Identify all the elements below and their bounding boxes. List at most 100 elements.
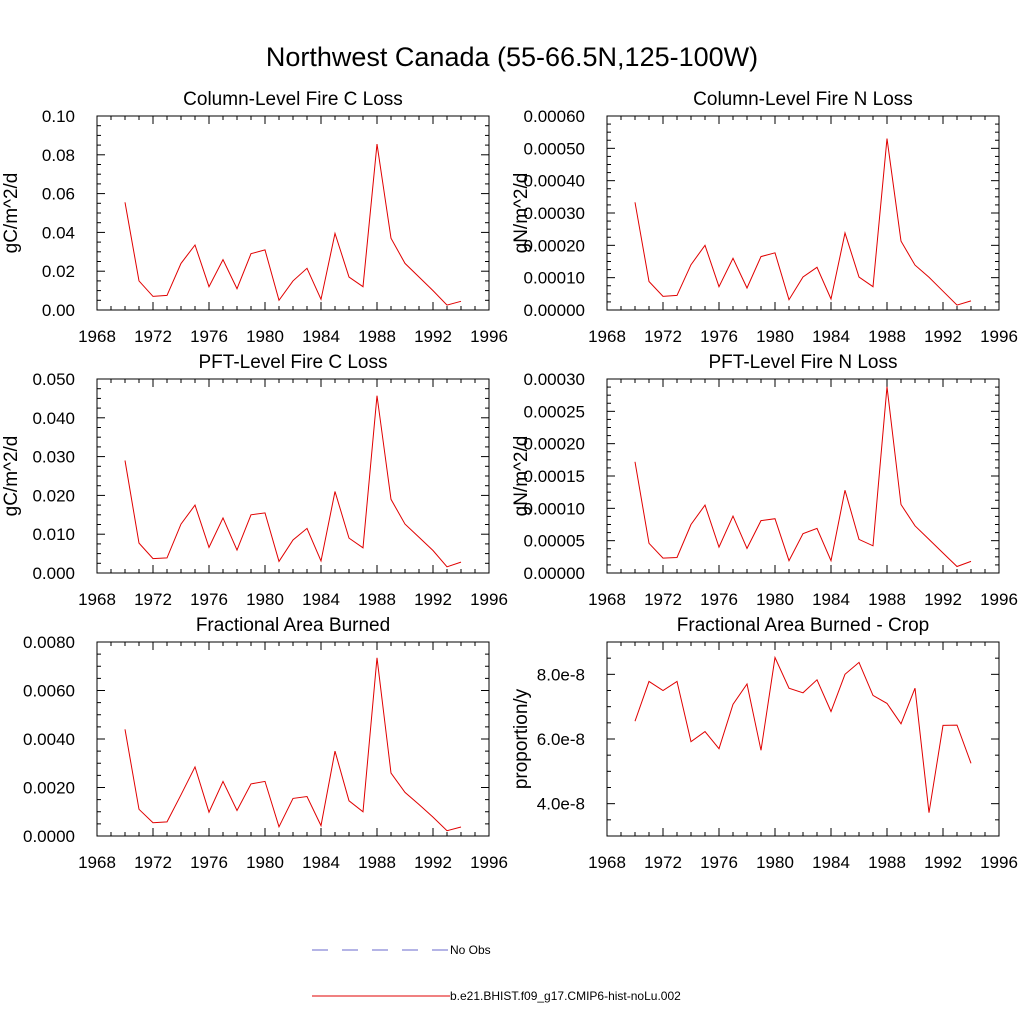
y-tick-label: 6.0e-8 xyxy=(537,730,585,749)
y-tick-label: 0.00 xyxy=(42,301,75,320)
x-tick-label: 1980 xyxy=(756,327,794,346)
y-tick-label: 0.00025 xyxy=(524,402,585,421)
x-tick-label: 1980 xyxy=(246,590,284,609)
x-tick-label: 1980 xyxy=(246,327,284,346)
series-line xyxy=(124,144,462,306)
y-tick-label: 0.00005 xyxy=(524,532,585,551)
y-tick-label: 0.04 xyxy=(42,223,75,242)
x-tick-label: 1976 xyxy=(190,327,228,346)
y-tick-label: 0.050 xyxy=(32,370,75,389)
y-axis-label: gN/m^2/d xyxy=(511,173,532,254)
y-tick-label: 0.02 xyxy=(42,262,75,281)
series-line xyxy=(634,655,972,813)
y-axis-label: proportion/y xyxy=(511,688,532,789)
x-tick-label: 1988 xyxy=(358,590,396,609)
y-tick-label: 0.00040 xyxy=(524,172,585,191)
x-tick-label: 1996 xyxy=(470,853,508,872)
y-tick-label: 0.00010 xyxy=(524,269,585,288)
plot-frame xyxy=(606,378,1000,574)
x-tick-label: 1992 xyxy=(924,590,962,609)
panel-title: Fractional Area Burned xyxy=(196,615,390,636)
panel-title: PFT-Level Fire C Loss xyxy=(199,352,388,373)
x-tick-label: 1988 xyxy=(358,853,396,872)
x-tick-label: 1984 xyxy=(302,327,340,346)
x-tick-label: 1984 xyxy=(812,327,850,346)
series-line xyxy=(124,395,462,568)
x-tick-label: 1992 xyxy=(924,853,962,872)
panel-title: Column-Level Fire C Loss xyxy=(183,89,403,110)
x-tick-label: 1976 xyxy=(700,327,738,346)
x-tick-label: 1996 xyxy=(470,590,508,609)
y-tick-label: 0.0080 xyxy=(23,633,75,652)
x-tick-label: 1996 xyxy=(980,327,1018,346)
y-axis-label: gC/m^2/d xyxy=(1,173,22,254)
x-tick-label: 1968 xyxy=(588,853,626,872)
x-tick-label: 1972 xyxy=(644,590,682,609)
series-line xyxy=(634,386,972,568)
chart-panel-column-fire-c-loss: Column-Level Fire C Loss 1968 1972 1976 1980… xyxy=(1,89,508,346)
plot-frame xyxy=(96,641,490,837)
y-tick-label: 0.00010 xyxy=(524,499,585,518)
x-tick-label: 1976 xyxy=(190,590,228,609)
y-tick-label: 0.00000 xyxy=(524,564,585,583)
x-tick-label: 1996 xyxy=(470,327,508,346)
x-tick-label: 1972 xyxy=(134,327,172,346)
x-tick-label: 1988 xyxy=(358,327,396,346)
series-line xyxy=(124,657,462,832)
panel-title: PFT-Level Fire N Loss xyxy=(709,352,898,373)
y-axis-label: gC/m^2/d xyxy=(1,436,22,517)
y-tick-label: 0.08 xyxy=(42,146,75,165)
x-tick-label: 1972 xyxy=(134,853,172,872)
y-tick-label: 0.000 xyxy=(32,564,75,583)
x-tick-label: 1968 xyxy=(588,590,626,609)
y-tick-label: 0.00000 xyxy=(524,301,585,320)
legend-label-no-obs: No Obs xyxy=(450,943,491,957)
y-tick-label: 0.00020 xyxy=(524,236,585,255)
y-tick-label: 4.0e-8 xyxy=(537,795,585,814)
y-tick-label: 0.040 xyxy=(32,409,75,428)
x-tick-label: 1980 xyxy=(756,853,794,872)
y-tick-label: 0.0040 xyxy=(23,730,75,749)
x-tick-label: 1972 xyxy=(644,327,682,346)
x-tick-label: 1968 xyxy=(78,327,116,346)
chart-panel-pft-fire-n-loss: PFT-Level Fire N Loss 1968 1972 1976 1980 198… xyxy=(511,352,1018,609)
y-tick-label: 0.06 xyxy=(42,185,75,204)
x-tick-label: 1988 xyxy=(868,327,906,346)
y-tick-label: 0.0020 xyxy=(23,779,75,798)
x-tick-label: 1996 xyxy=(980,590,1018,609)
y-tick-label: 0.00020 xyxy=(524,435,585,454)
chart-panel-column-fire-n-loss: Column-Level Fire N Loss 1968 1972 1976 1980… xyxy=(511,89,1018,346)
y-tick-label: 0.00030 xyxy=(524,204,585,223)
x-tick-label: 1976 xyxy=(190,853,228,872)
y-tick-label: 0.00030 xyxy=(524,370,585,389)
x-tick-label: 1984 xyxy=(812,853,850,872)
x-tick-label: 1988 xyxy=(868,853,906,872)
x-tick-label: 1984 xyxy=(812,590,850,609)
figure-title: Northwest Canada (55-66.5N,125-100W) xyxy=(266,42,758,72)
x-tick-label: 1988 xyxy=(868,590,906,609)
legend: No Obs b.e21.BHIST.f09_g17.CMIP6-hist-no… xyxy=(312,943,681,1003)
y-tick-label: 0.030 xyxy=(32,448,75,467)
y-tick-label: 0.00060 xyxy=(524,107,585,126)
chart-panel-area-burned: Fractional Area Burned 1968 1972 1976 1980 19… xyxy=(23,615,508,872)
x-tick-label: 1992 xyxy=(414,590,452,609)
x-tick-label: 1992 xyxy=(414,853,452,872)
panels: Column-Level Fire C Loss 1968 1972 1976 1980… xyxy=(1,89,1018,872)
x-tick-label: 1992 xyxy=(924,327,962,346)
panel-title: Column-Level Fire N Loss xyxy=(693,89,913,110)
panel-title: Fractional Area Burned - Crop xyxy=(677,615,929,636)
x-tick-label: 1992 xyxy=(414,327,452,346)
x-tick-label: 1972 xyxy=(644,853,682,872)
y-tick-label: 0.010 xyxy=(32,525,75,544)
y-tick-label: 0.00015 xyxy=(524,467,585,486)
y-tick-label: 0.10 xyxy=(42,107,75,126)
plot-frame xyxy=(96,378,490,574)
chart-panel-area-burned-crop: Fractional Area Burned - Crop 1968 1972 197… xyxy=(511,615,1018,872)
y-tick-label: 0.0000 xyxy=(23,827,75,846)
y-tick-label: 0.0060 xyxy=(23,682,75,701)
plot-frame xyxy=(606,115,1000,311)
x-tick-label: 1968 xyxy=(588,327,626,346)
x-tick-label: 1968 xyxy=(78,853,116,872)
plot-frame xyxy=(606,641,1000,837)
